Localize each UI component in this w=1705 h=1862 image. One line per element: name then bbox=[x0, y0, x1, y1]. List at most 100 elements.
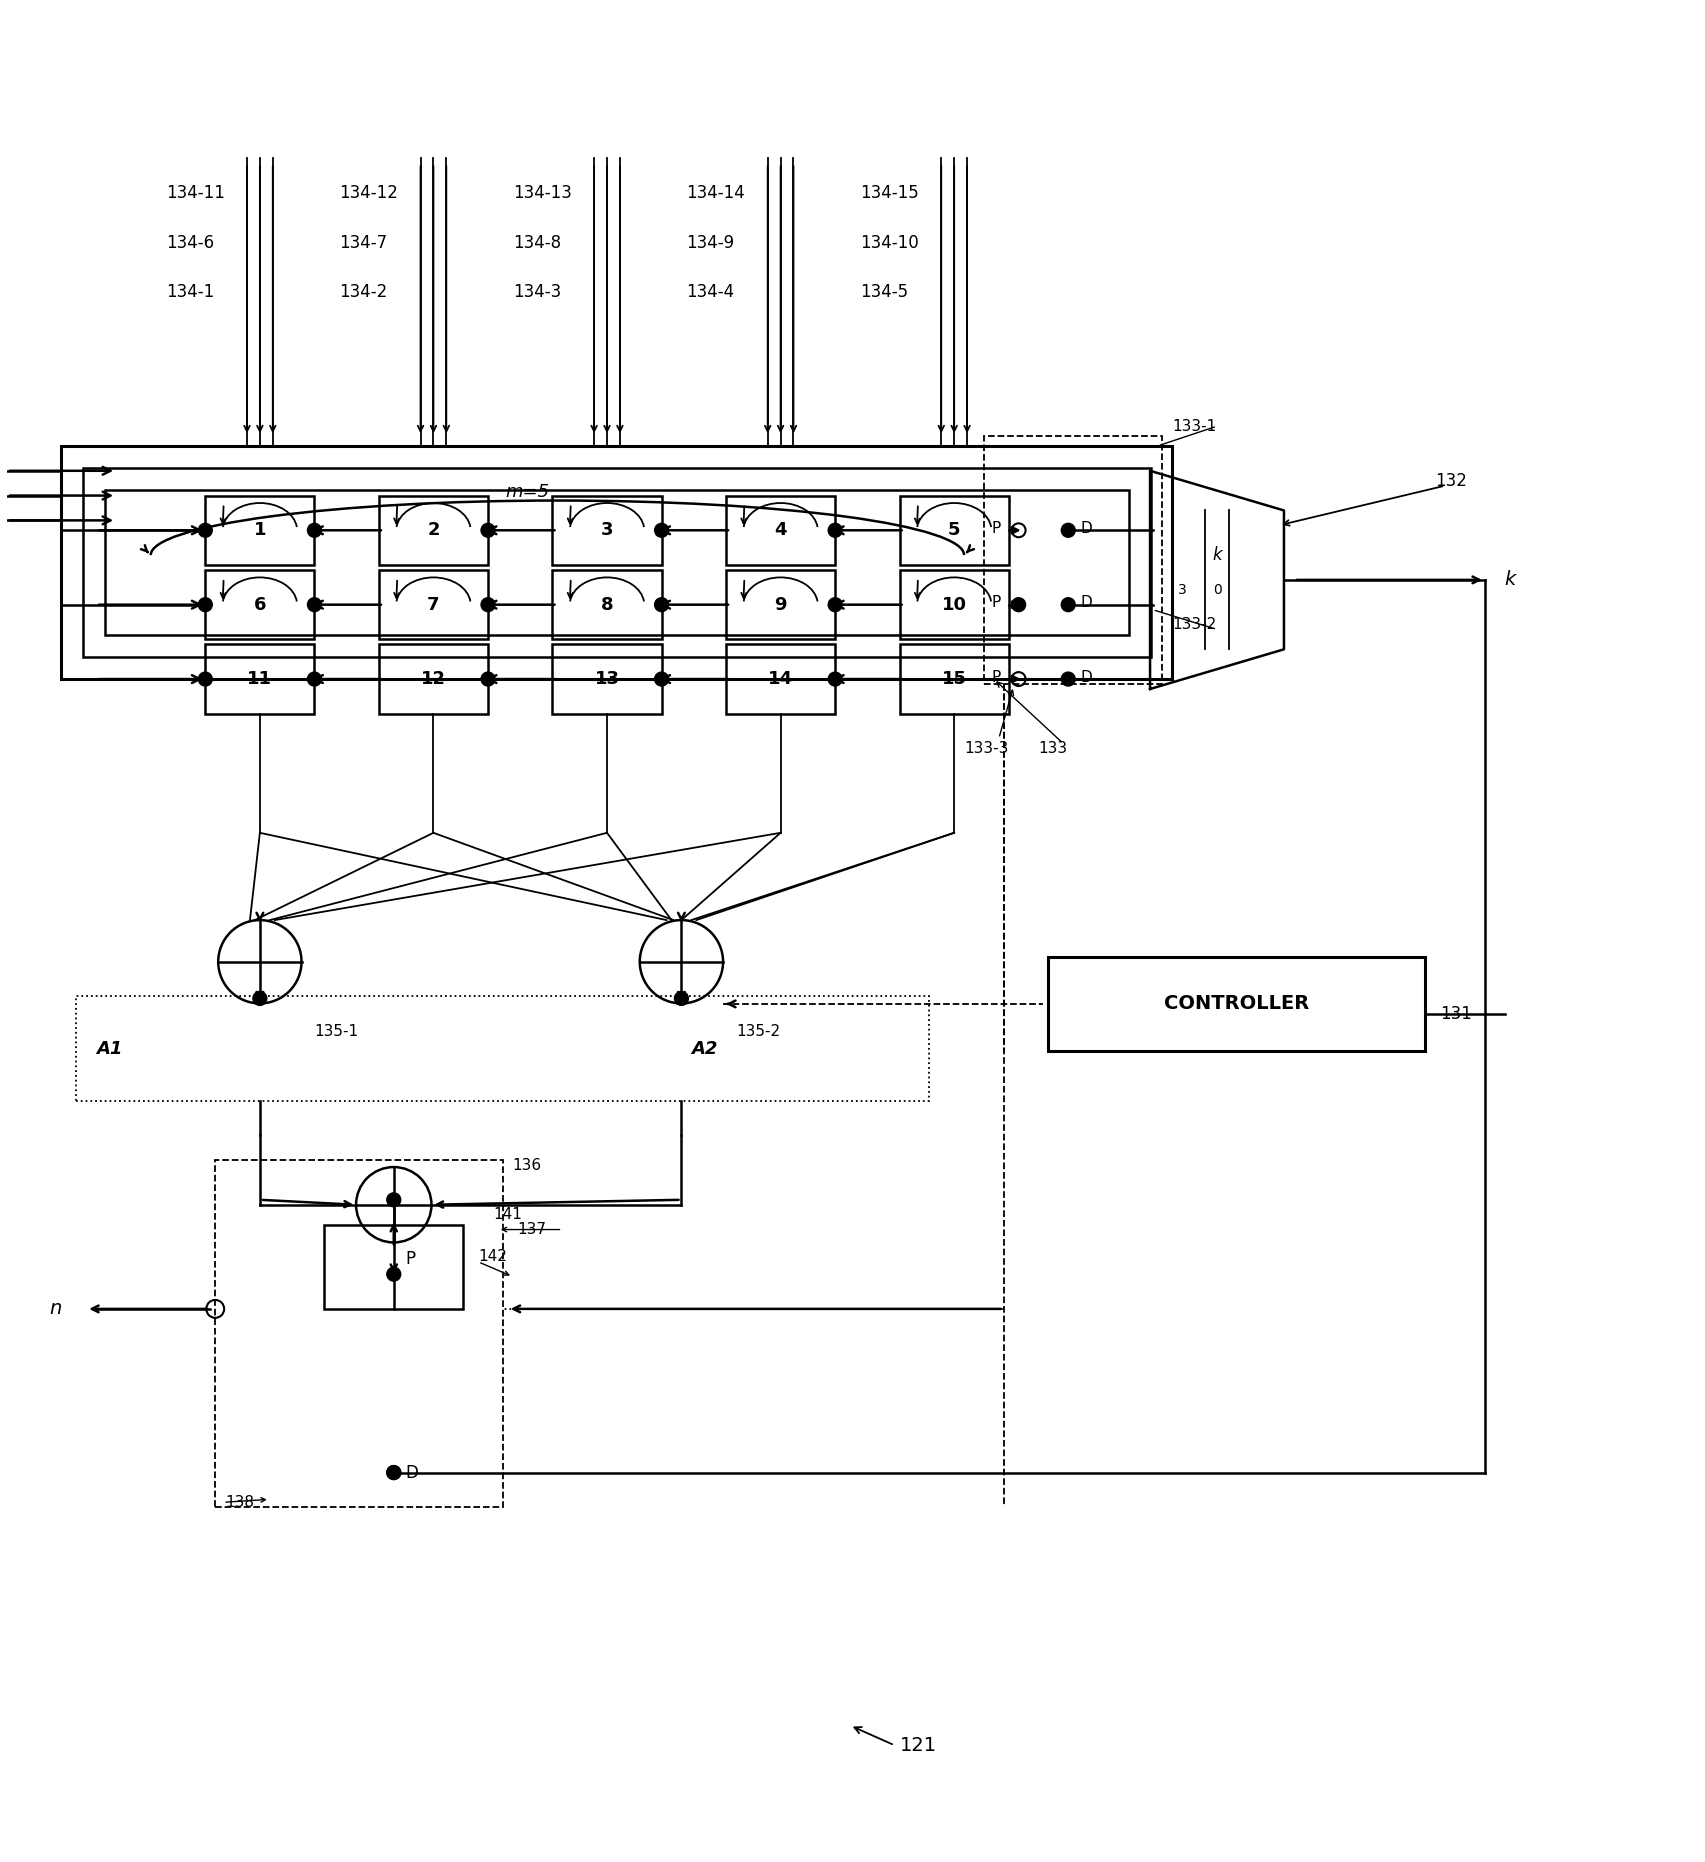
Bar bbox=[726, 495, 835, 564]
Circle shape bbox=[307, 598, 321, 611]
Text: 133-1: 133-1 bbox=[1173, 419, 1217, 434]
Text: k: k bbox=[1504, 570, 1516, 590]
Text: 10: 10 bbox=[941, 596, 967, 614]
Circle shape bbox=[675, 991, 689, 1005]
Text: 133-2: 133-2 bbox=[1173, 616, 1217, 631]
Bar bbox=[726, 644, 835, 713]
Text: 134-2: 134-2 bbox=[339, 283, 387, 302]
Text: 134-9: 134-9 bbox=[687, 233, 735, 251]
Bar bbox=[726, 570, 835, 639]
Text: 134-1: 134-1 bbox=[165, 283, 213, 302]
Bar bbox=[205, 495, 314, 564]
Bar bbox=[900, 570, 1009, 639]
Text: 138: 138 bbox=[225, 1495, 254, 1510]
Bar bbox=[77, 996, 929, 1100]
Text: 137: 137 bbox=[518, 1221, 547, 1236]
Text: 134-6: 134-6 bbox=[165, 233, 213, 251]
Text: 121: 121 bbox=[900, 1735, 936, 1754]
Circle shape bbox=[1061, 523, 1076, 538]
Text: 15: 15 bbox=[941, 670, 967, 689]
Text: 6: 6 bbox=[254, 596, 266, 614]
Text: P: P bbox=[992, 521, 1001, 536]
Bar bbox=[379, 495, 488, 564]
Bar bbox=[61, 447, 1173, 680]
Circle shape bbox=[481, 598, 494, 611]
Text: 131: 131 bbox=[1441, 1005, 1471, 1022]
Text: 135-1: 135-1 bbox=[314, 1024, 358, 1039]
Circle shape bbox=[829, 672, 842, 685]
Text: 135-2: 135-2 bbox=[737, 1024, 781, 1039]
Bar bbox=[552, 495, 662, 564]
Text: n: n bbox=[49, 1300, 61, 1318]
Bar bbox=[205, 570, 314, 639]
Text: 134-11: 134-11 bbox=[165, 184, 225, 203]
Text: 12: 12 bbox=[421, 670, 447, 689]
Bar bbox=[900, 644, 1009, 713]
Text: 134-13: 134-13 bbox=[513, 184, 571, 203]
Text: 134-10: 134-10 bbox=[859, 233, 919, 251]
Bar bbox=[205, 644, 314, 713]
Circle shape bbox=[829, 598, 842, 611]
Text: 13: 13 bbox=[595, 670, 619, 689]
Bar bbox=[379, 644, 488, 713]
Circle shape bbox=[1061, 672, 1076, 685]
Bar bbox=[324, 1225, 464, 1309]
Text: 7: 7 bbox=[428, 596, 440, 614]
Text: 142: 142 bbox=[477, 1249, 506, 1264]
Bar bbox=[84, 467, 1151, 657]
Bar bbox=[379, 570, 488, 639]
Bar bbox=[552, 644, 662, 713]
Circle shape bbox=[307, 523, 321, 538]
Text: 133-3: 133-3 bbox=[963, 741, 1008, 756]
Bar bbox=[106, 490, 1129, 635]
Text: P: P bbox=[992, 670, 1001, 685]
Circle shape bbox=[387, 1194, 401, 1207]
Text: P: P bbox=[992, 596, 1001, 611]
Circle shape bbox=[1011, 598, 1026, 611]
Circle shape bbox=[829, 523, 842, 538]
Bar bbox=[552, 570, 662, 639]
Circle shape bbox=[655, 523, 668, 538]
Text: 4: 4 bbox=[774, 521, 786, 540]
Circle shape bbox=[655, 598, 668, 611]
Circle shape bbox=[481, 672, 494, 685]
Text: 133: 133 bbox=[1038, 741, 1067, 756]
Text: 8: 8 bbox=[600, 596, 614, 614]
Text: A2: A2 bbox=[691, 1039, 718, 1058]
Text: 134-14: 134-14 bbox=[687, 184, 745, 203]
Text: P: P bbox=[406, 1249, 416, 1268]
Text: 134-4: 134-4 bbox=[687, 283, 735, 302]
Text: k: k bbox=[1212, 546, 1222, 564]
Circle shape bbox=[387, 1268, 401, 1281]
Text: 134-15: 134-15 bbox=[859, 184, 919, 203]
Circle shape bbox=[198, 523, 211, 538]
Circle shape bbox=[387, 1465, 401, 1480]
Text: 2: 2 bbox=[428, 521, 440, 540]
Text: D: D bbox=[1081, 521, 1091, 536]
Text: 141: 141 bbox=[493, 1207, 522, 1221]
Circle shape bbox=[655, 672, 668, 685]
Text: 1: 1 bbox=[254, 521, 266, 540]
Circle shape bbox=[198, 672, 211, 685]
Text: 134-5: 134-5 bbox=[859, 283, 909, 302]
Text: 134-3: 134-3 bbox=[513, 283, 561, 302]
Circle shape bbox=[387, 1465, 401, 1480]
Circle shape bbox=[252, 991, 266, 1005]
Text: 0: 0 bbox=[1212, 583, 1221, 598]
Text: 3: 3 bbox=[600, 521, 614, 540]
Bar bbox=[215, 1160, 503, 1506]
Circle shape bbox=[1061, 598, 1076, 611]
Text: D: D bbox=[1081, 670, 1091, 685]
Bar bbox=[984, 436, 1163, 683]
Text: 5: 5 bbox=[948, 521, 960, 540]
Text: 14: 14 bbox=[767, 670, 793, 689]
Text: m=5: m=5 bbox=[506, 482, 549, 501]
Text: 136: 136 bbox=[513, 1158, 542, 1173]
Circle shape bbox=[481, 523, 494, 538]
Text: 9: 9 bbox=[774, 596, 786, 614]
Text: 3: 3 bbox=[1178, 583, 1187, 598]
Text: 132: 132 bbox=[1436, 471, 1466, 490]
Circle shape bbox=[307, 672, 321, 685]
Text: A1: A1 bbox=[95, 1039, 123, 1058]
Text: D: D bbox=[406, 1464, 418, 1482]
